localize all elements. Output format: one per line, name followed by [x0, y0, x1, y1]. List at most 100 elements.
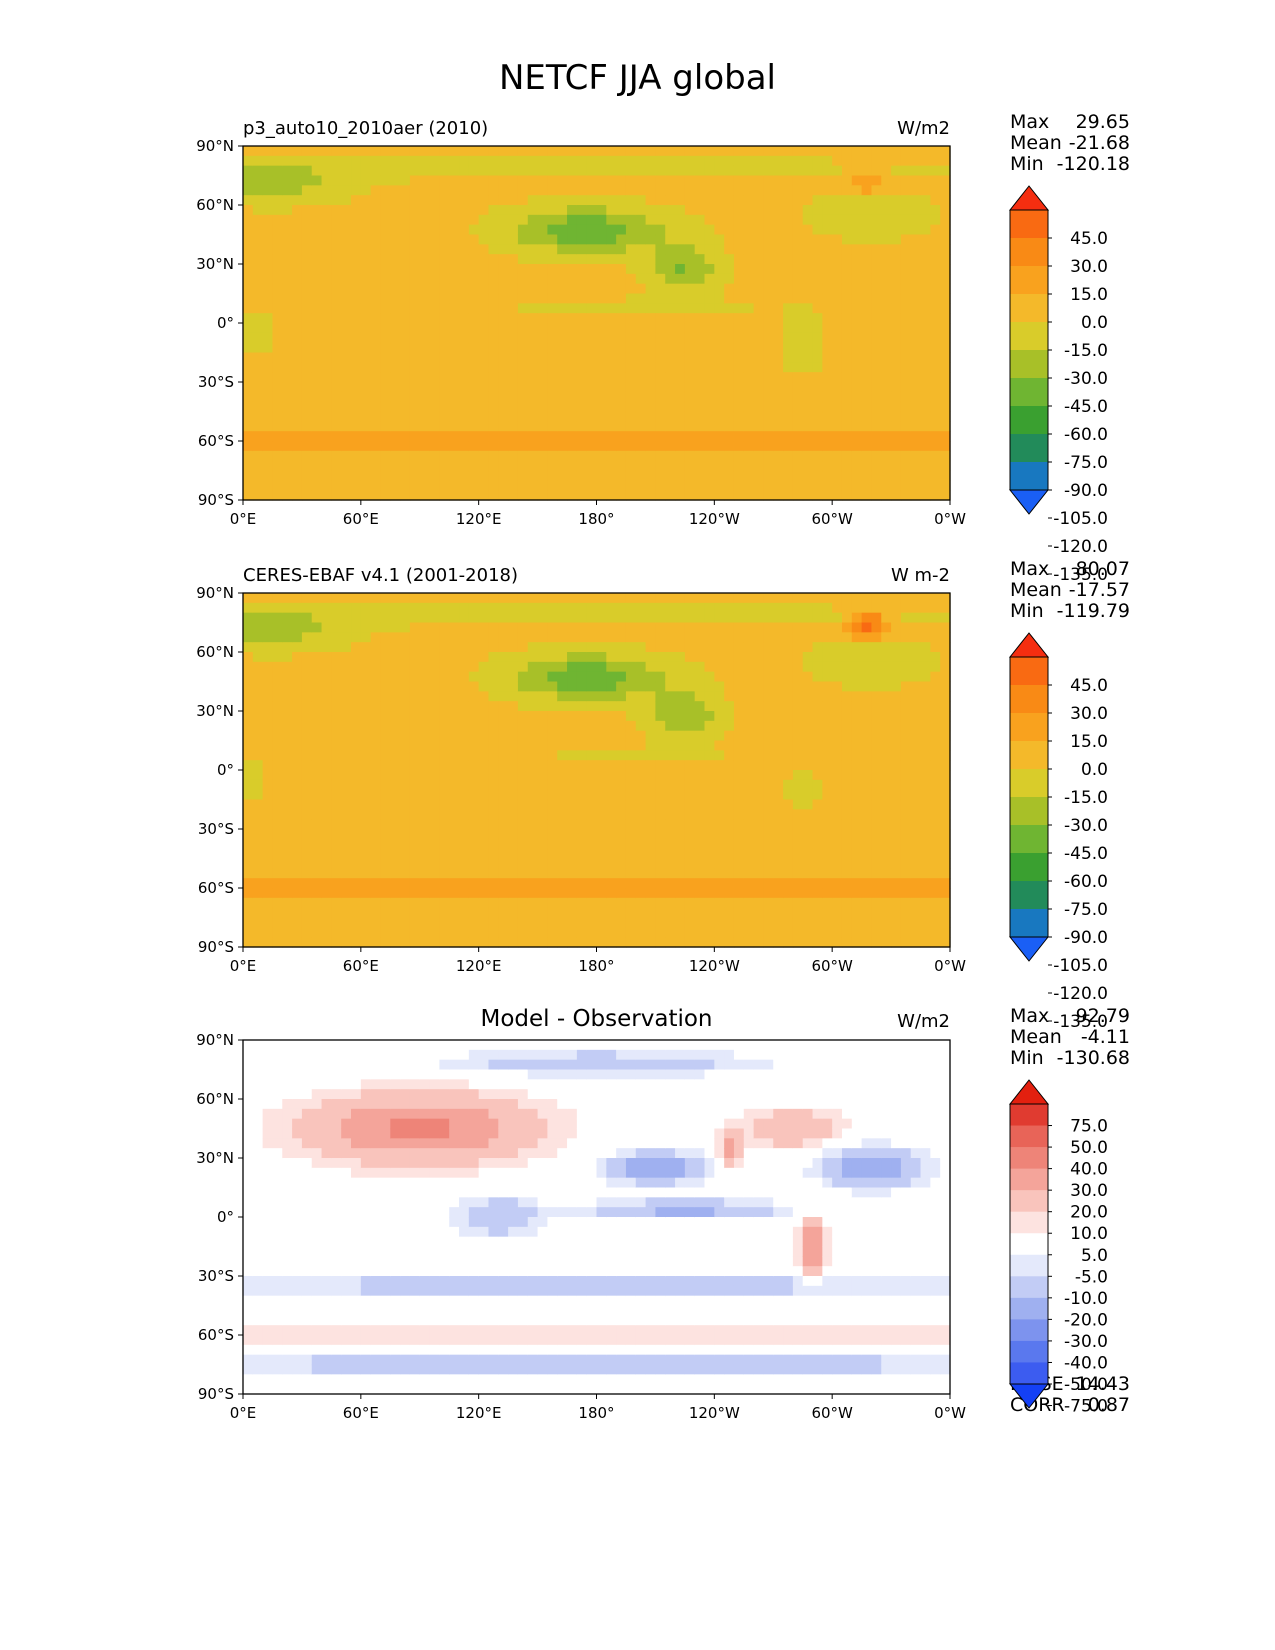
- map-cell: [449, 185, 460, 196]
- map-cell: [871, 273, 882, 285]
- map-cell: [547, 799, 558, 810]
- map-cell: [841, 907, 853, 919]
- map-cell: [459, 740, 470, 751]
- map-cell: [360, 401, 372, 413]
- map-cell: [262, 244, 274, 255]
- map-cell: [468, 622, 480, 633]
- map-cell: [714, 711, 725, 722]
- map-cell: [655, 490, 666, 501]
- map-cell: [537, 868, 549, 879]
- map-cell: [822, 205, 833, 216]
- map-cell: [537, 593, 549, 604]
- map-cell: [282, 185, 293, 196]
- map-cell: [851, 460, 863, 472]
- map-cell: [704, 720, 715, 732]
- map-cell: [301, 421, 313, 432]
- map-cell: [478, 214, 490, 226]
- map-cell: [292, 283, 303, 295]
- map-cell: [645, 185, 657, 196]
- map-cell: [419, 897, 431, 909]
- map-cell: [400, 838, 411, 850]
- map-cell: [714, 224, 725, 236]
- map-cell: [871, 165, 882, 177]
- map-cell: [459, 632, 470, 643]
- map-cell: [576, 829, 588, 840]
- map-cell: [331, 450, 342, 462]
- map-cell: [488, 205, 499, 216]
- map-cell: [557, 273, 568, 285]
- map-cell: [400, 593, 411, 604]
- map-cell: [252, 671, 264, 683]
- map-cell: [675, 868, 686, 879]
- map-cell: [596, 372, 607, 383]
- map-cell: [822, 897, 833, 909]
- map-cell: [596, 185, 607, 196]
- map-cell: [498, 283, 509, 295]
- map-cell: [616, 632, 627, 643]
- map-cell: [635, 224, 647, 236]
- map-cell: [351, 819, 362, 830]
- map-cell: [675, 411, 686, 422]
- map-cell: [292, 632, 303, 643]
- map-cell: [557, 224, 568, 236]
- map-cell: [488, 632, 499, 643]
- map-cell: [360, 490, 372, 501]
- map-cell: [616, 195, 627, 206]
- map-cell: [704, 829, 715, 840]
- map-cell: [724, 789, 735, 801]
- map-cell: [498, 838, 509, 850]
- map-cell: [459, 770, 470, 781]
- map-cell: [400, 740, 411, 751]
- map-cell: [252, 612, 264, 624]
- map-cell: [311, 593, 323, 604]
- map-cell: [331, 293, 342, 304]
- map-cell: [920, 431, 931, 442]
- map-cell: [871, 632, 882, 643]
- map-cell: [792, 858, 804, 869]
- map-cell: [763, 224, 774, 236]
- map-cell: [783, 441, 794, 452]
- map-cell: [871, 691, 882, 702]
- map-cell: [841, 244, 853, 255]
- map-cell: [527, 612, 539, 624]
- map-cell: [586, 622, 598, 633]
- map-cell: [547, 789, 558, 801]
- map-cell: [871, 789, 882, 801]
- map-cell: [920, 372, 931, 383]
- map-cell: [645, 819, 657, 830]
- map-cell: [243, 254, 254, 265]
- map-cell: [861, 362, 873, 373]
- map-cell: [498, 711, 509, 722]
- map-cell: [400, 652, 411, 663]
- map-cell: [311, 730, 323, 742]
- map-cell: [704, 927, 715, 938]
- map-cell: [360, 254, 372, 265]
- map-cell: [694, 401, 706, 413]
- map-cell: [625, 888, 637, 899]
- map-cell: [449, 165, 460, 177]
- map-cell: [282, 878, 293, 889]
- map-cell: [812, 642, 823, 653]
- map-cell: [508, 352, 519, 363]
- map-cell: [841, 809, 853, 820]
- map-cell: [684, 730, 696, 742]
- map-cell: [459, 185, 470, 196]
- map-cell: [861, 612, 873, 624]
- map-cell: [478, 185, 490, 196]
- map-cell: [900, 470, 912, 481]
- map-cell: [665, 362, 676, 373]
- map-cell: [724, 411, 735, 422]
- map-cell: [537, 711, 549, 722]
- map-cell: [311, 401, 323, 413]
- map-cell: [331, 391, 342, 403]
- map-cell: [576, 264, 588, 275]
- map-cell: [301, 819, 313, 830]
- map-cell: [311, 441, 323, 452]
- map-cell: [478, 691, 490, 702]
- map-cell: [498, 848, 509, 860]
- map-cell: [596, 332, 607, 344]
- map-cell: [792, 205, 804, 216]
- map-cell: [380, 632, 391, 643]
- map-cell: [370, 401, 382, 413]
- map-cell: [733, 897, 745, 909]
